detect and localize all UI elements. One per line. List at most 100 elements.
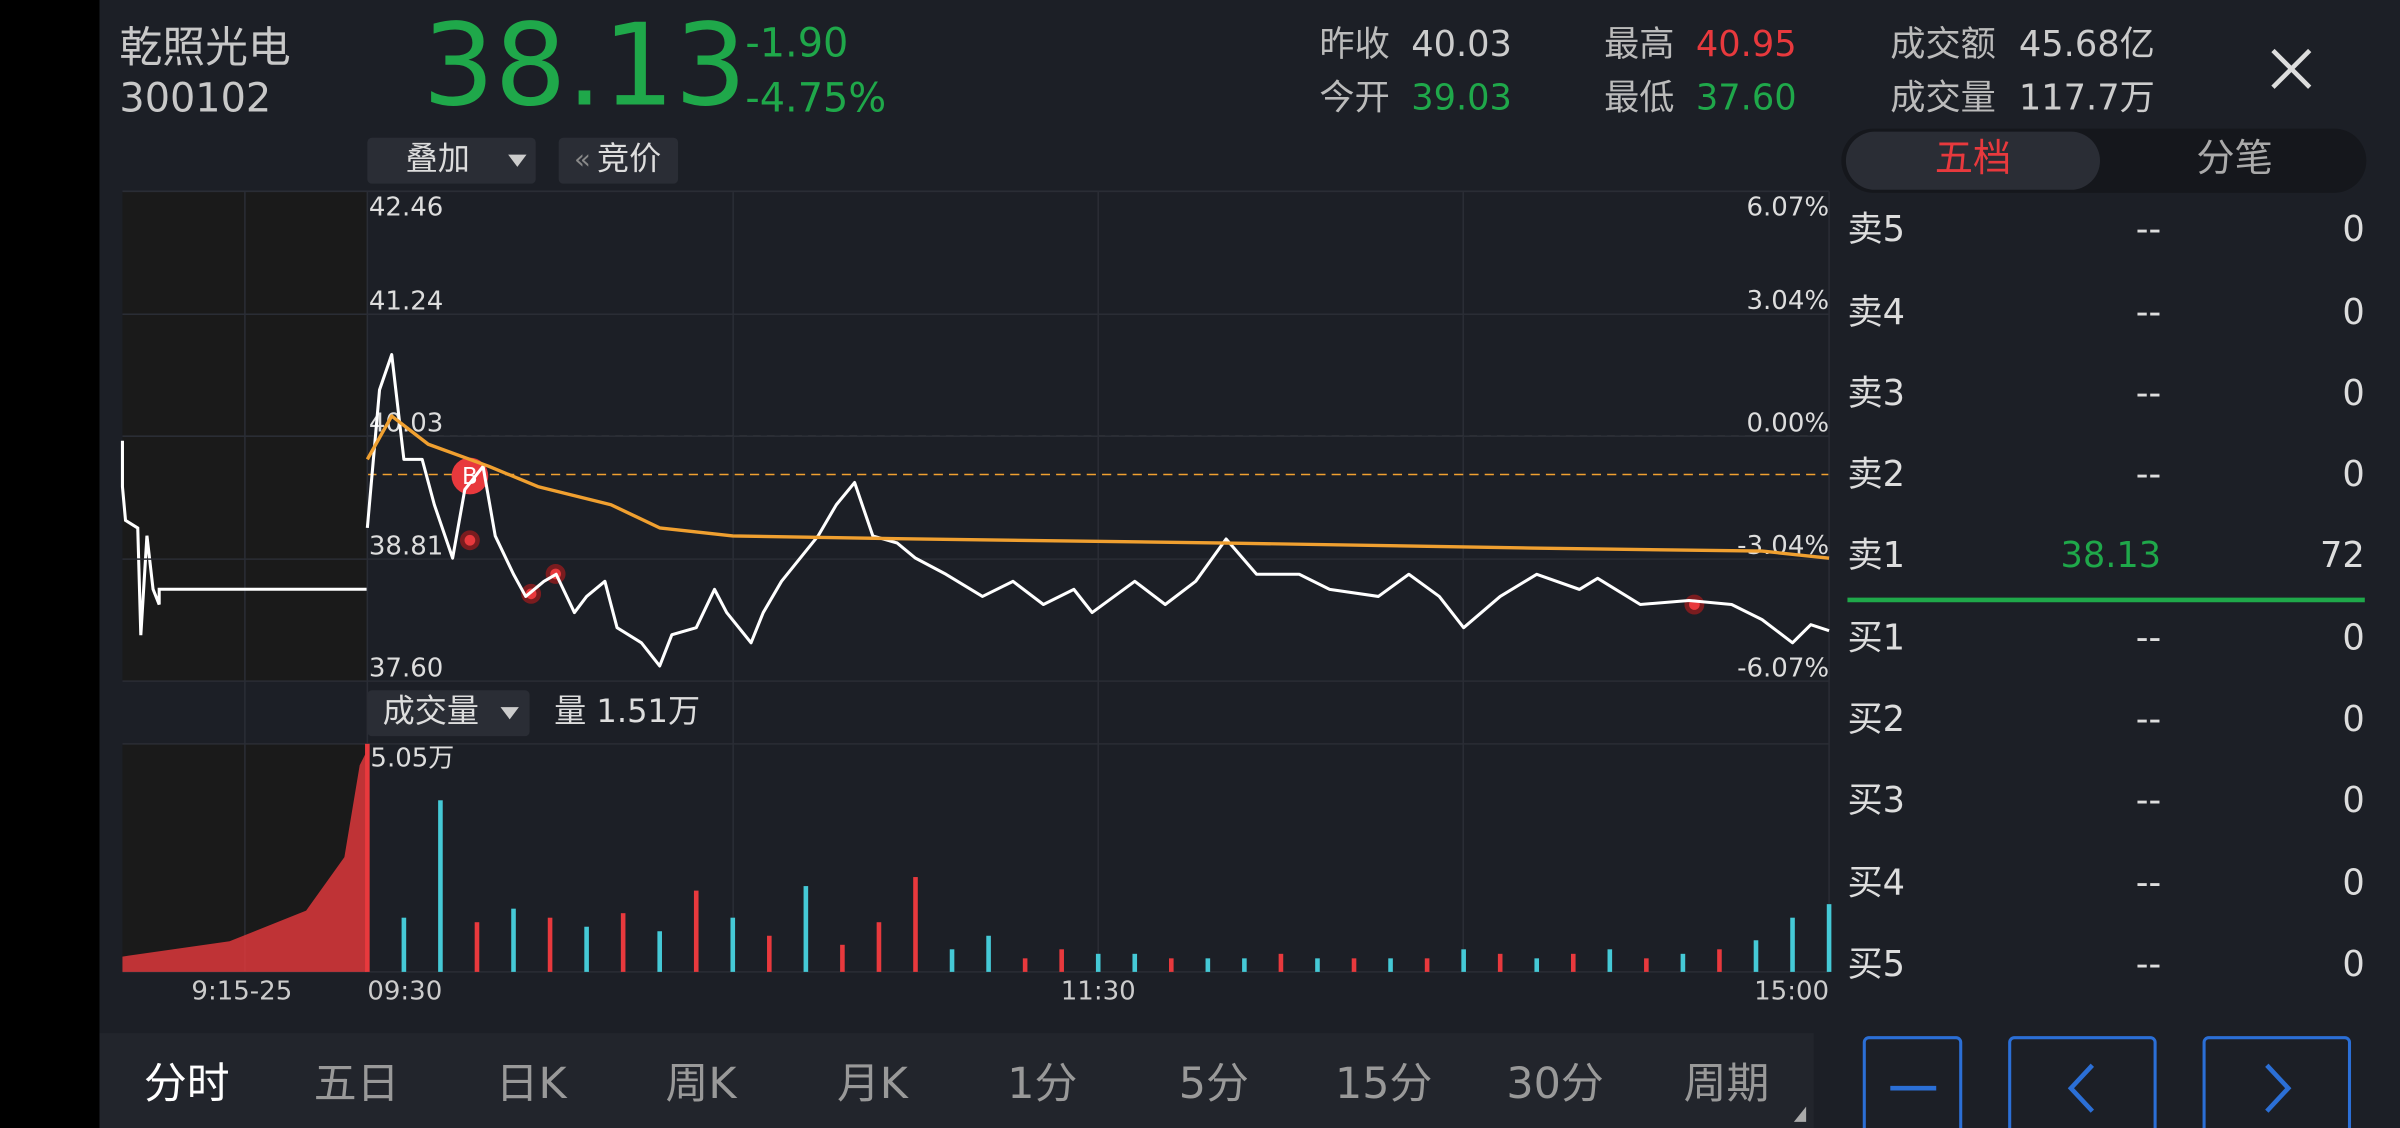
vertical-grid <box>122 191 1830 973</box>
volume-bar <box>1205 958 1211 972</box>
volume-bar <box>1388 958 1393 972</box>
volume-bar <box>1242 958 1247 972</box>
volume-bar <box>1059 949 1064 972</box>
volume-bar <box>365 743 370 972</box>
period-tab[interactable]: 15分 <box>1335 1059 1432 1109</box>
volume-dropdown[interactable] <box>367 690 530 737</box>
order-label: 买4 <box>1847 863 1905 904</box>
volume-bar <box>1717 949 1722 972</box>
period-tab[interactable]: 五日 <box>314 1059 400 1109</box>
period-tab[interactable]: 月K <box>837 1059 909 1109</box>
volume-bar <box>1753 940 1759 972</box>
period-tab[interactable]: 周K <box>666 1059 738 1109</box>
volume-bar <box>1169 958 1174 972</box>
stat-value: 40.03 <box>1411 24 1512 65</box>
order-label: 买3 <box>1847 780 1905 821</box>
y2-tick-label: 3.04% <box>1746 286 1829 316</box>
auction-label: 竞价 <box>597 140 661 178</box>
stat-value: 40.95 <box>1696 24 1797 65</box>
premarket-label: 9:15-25 <box>191 976 292 1006</box>
order-price: -- <box>2136 944 2161 985</box>
volume-bar <box>767 935 772 972</box>
order-label: 卖5 <box>1847 209 1905 250</box>
x-tick-label: 09:30 <box>367 976 442 1006</box>
y-tick-label: 41.24 <box>369 287 443 317</box>
stat-value: 39.03 <box>1411 77 1512 118</box>
stat-label: 成交量 <box>1890 77 1996 118</box>
volume-bar <box>1461 949 1466 972</box>
period-tab[interactable]: 30分 <box>1506 1059 1603 1109</box>
tab-selected[interactable] <box>1845 131 2100 190</box>
order-volume: 0 <box>2342 780 2364 821</box>
order-volume: 0 <box>2342 699 2364 740</box>
overlay-button[interactable] <box>367 137 536 184</box>
period-bar <box>99 1033 1814 1128</box>
volume-bar <box>657 931 662 972</box>
price-line <box>365 414 1830 560</box>
volume-bar <box>511 908 516 972</box>
order-price: -- <box>2136 780 2161 821</box>
stat-value: 117.7万 <box>2019 77 2155 118</box>
volume-bar <box>1826 904 1832 972</box>
stat-label: 今开 <box>1319 77 1389 118</box>
volume-bar <box>1095 953 1101 972</box>
order-label: 卖2 <box>1847 454 1905 495</box>
order-tab: 分笔 <box>2196 136 2273 181</box>
order-label: 买1 <box>1847 618 1905 659</box>
x-tick-label: 15:00 <box>1754 976 1829 1006</box>
period-tab[interactable]: 1分 <box>1007 1059 1077 1109</box>
order-label: 买5 <box>1847 944 1905 985</box>
last-price: 38.13 <box>422 0 746 132</box>
y-tick-label: 42.46 <box>369 193 443 223</box>
stock-code: 300102 <box>119 76 271 122</box>
stat-label: 最低 <box>1604 77 1674 118</box>
corner-icon <box>1793 1106 1807 1122</box>
premarket-volume <box>122 749 368 972</box>
auction-button[interactable] <box>558 137 679 184</box>
change-pct: -4.75% <box>745 76 886 122</box>
volume-bar <box>1644 958 1649 972</box>
order-label: 买2 <box>1847 699 1905 740</box>
volume-bar <box>1534 958 1540 972</box>
volume-bar <box>1351 958 1357 972</box>
stock-name: 乾照光电 <box>119 23 290 73</box>
nav-buttons[interactable] <box>1862 1036 2352 1128</box>
chevron-icon: « <box>574 144 591 176</box>
order-volume: 0 <box>2342 454 2364 495</box>
order-price: -- <box>2136 699 2161 740</box>
order-volume: 72 <box>2320 535 2365 576</box>
period-tab[interactable]: 分时 <box>144 1059 230 1109</box>
volume-bar <box>1424 958 1430 972</box>
volume-bar <box>1132 953 1138 972</box>
order-price: -- <box>2136 292 2161 333</box>
buy-marker-label: B <box>462 464 478 490</box>
period-tab[interactable]: 周期 <box>1684 1059 1770 1109</box>
volume-bar <box>1315 958 1320 972</box>
order-price: 38.13 <box>2060 535 2161 576</box>
order-tab: 五档 <box>1935 136 2012 181</box>
premarket-line <box>120 440 368 636</box>
buy-marker[interactable] <box>451 457 489 495</box>
volume-bar <box>438 800 443 972</box>
order-label: 卖3 <box>1847 373 1905 414</box>
volume-bar <box>474 922 480 972</box>
period-tab[interactable]: 日K <box>496 1059 568 1109</box>
dropdown-arrow <box>500 707 519 720</box>
volume-bar <box>876 922 882 972</box>
volume-bar <box>803 886 809 972</box>
volume-bar <box>1680 953 1686 972</box>
volume-bar <box>1790 917 1795 972</box>
close-icon[interactable] <box>2271 48 2312 89</box>
order-label: 卖1 <box>1847 535 1905 576</box>
volume-bar <box>949 949 955 972</box>
volume-label: 成交量 <box>383 692 479 730</box>
period-tab[interactable]: 5分 <box>1179 1059 1249 1109</box>
stat-value: 37.60 <box>1696 77 1797 118</box>
y-tick-label: 38.81 <box>369 531 443 561</box>
dropdown-arrow <box>508 154 527 167</box>
y2-tick-label: 6.07% <box>1746 193 1829 223</box>
volume-bar <box>620 913 626 972</box>
order-price: -- <box>2136 373 2161 414</box>
